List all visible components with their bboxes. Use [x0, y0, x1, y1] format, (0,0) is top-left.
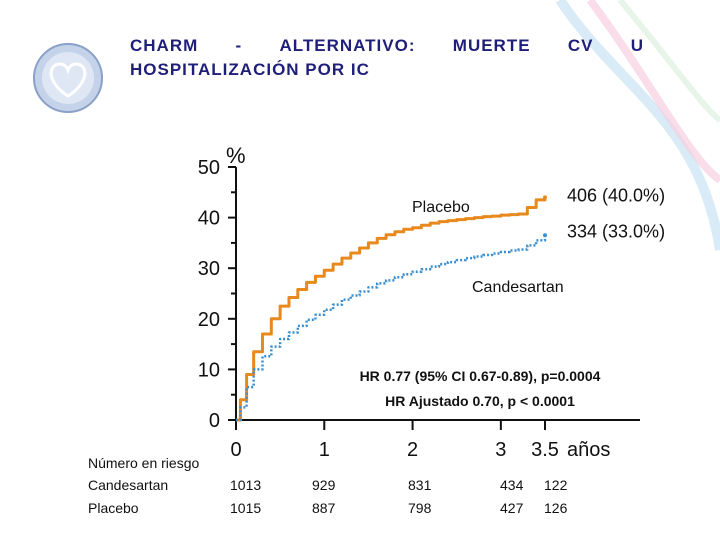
- placebo-series-label: Placebo: [412, 199, 470, 216]
- series-end-point: [543, 233, 547, 238]
- title-line-2: HOSPITALIZACIÓN POR IC: [130, 60, 370, 79]
- series-line-placebo: [236, 197, 547, 422]
- title-word: MUERTE: [452, 36, 531, 55]
- risk-table-header: Número en riesgo: [88, 455, 200, 471]
- chart-labels: 406 (40.0%) 334 (33.0%) Placebo Candesartan: [412, 185, 665, 296]
- risk-value: 122: [544, 477, 568, 493]
- hr-annotation-line-2: HR Ajustado 0.70, p < 0.0001: [385, 393, 575, 409]
- x-tick-label: 3: [495, 439, 506, 461]
- risk-row-label-candesartan: Candesartan: [88, 477, 169, 493]
- series-end-label: 334 (33.0%): [567, 221, 665, 241]
- title-line-1: CHARM - ALTERNATIVO: MUERTE CV U: [130, 34, 644, 58]
- chart-series: [236, 195, 547, 422]
- decorative-ribbons: [555, 0, 720, 251]
- risk-value: 887: [312, 500, 336, 516]
- series-end-point: [543, 195, 547, 200]
- risk-value: 126: [544, 500, 568, 516]
- x-axis-unit-label: años: [567, 439, 610, 461]
- title-word: CHARM: [130, 36, 199, 55]
- risk-value: 798: [408, 500, 432, 516]
- title-word: CV: [567, 36, 594, 55]
- hr-annotation-line-1: HR 0.77 (95% CI 0.67-0.89), p=0.0004: [359, 368, 601, 384]
- risk-value: 427: [500, 500, 524, 516]
- risk-value: 929: [312, 477, 336, 493]
- series-end-label: 406 (40.0%): [567, 185, 665, 205]
- series-line-candesartan: [236, 235, 547, 422]
- y-tick-label: 50: [198, 157, 220, 179]
- heart-globe-logo-icon: [33, 43, 103, 113]
- candesartan-series-label: Candesartan: [472, 279, 564, 296]
- y-tick-label: 30: [198, 258, 220, 280]
- y-tick-label: 20: [198, 309, 220, 331]
- x-tick-label: 3.5: [531, 439, 559, 461]
- risk-value: 1013: [230, 477, 262, 493]
- x-tick-label: 0: [230, 439, 241, 461]
- risk-value: 1015: [230, 500, 262, 516]
- y-tick-label: 10: [198, 359, 220, 381]
- chart-axes: 0 10 20 30 40 50 % 0 1 2 3 3.5 años: [198, 143, 640, 461]
- y-axis-label: %: [226, 143, 246, 168]
- slide-title: CHARM - ALTERNATIVO: MUERTE CV U HOSPITA…: [130, 34, 650, 82]
- risk-row-label-placebo: Placebo: [88, 500, 139, 516]
- title-word: -: [235, 36, 243, 55]
- title-word: ALTERNATIVO:: [279, 36, 416, 55]
- title-word: U: [630, 36, 644, 55]
- y-tick-label: 0: [209, 410, 220, 432]
- x-tick-label: 2: [407, 439, 418, 461]
- risk-value: 831: [408, 477, 432, 493]
- y-tick-label: 40: [198, 208, 220, 230]
- risk-value: 434: [500, 477, 524, 493]
- x-tick-label: 1: [319, 439, 330, 461]
